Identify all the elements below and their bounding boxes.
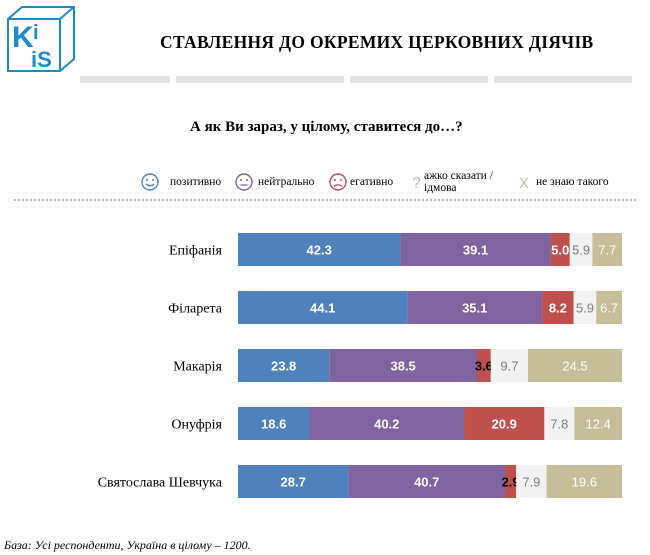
data-label: 5.9 [576,301,594,316]
data-label: 28.7 [281,475,306,490]
bar-segment [238,465,349,498]
neutral-face-icon [235,173,253,191]
legend-label: позитивно [170,176,222,188]
data-label: 2.9 [502,475,520,490]
svg-text:X: X [519,175,529,192]
bar-segment [516,465,547,498]
data-label: 8.2 [549,301,567,316]
bar-segment [407,291,543,324]
bar-segment [238,407,310,440]
bar-segment [546,465,622,498]
data-label: 18.6 [261,417,286,432]
legend-item-negative: егативно [328,168,393,196]
bar-segment [592,233,622,266]
data-label: 7.8 [550,417,568,432]
bar-segment [596,291,622,324]
bar-segment [574,407,622,440]
bar-segment [528,349,622,382]
bar-segment [505,465,517,498]
legend-item-positive: позитивно [140,168,221,196]
question-mark-icon: ? [412,175,421,192]
header-divider [176,76,344,83]
dotted-divider [14,199,636,201]
category-label: Макарія [173,360,222,375]
legend-label: не знаю такого [536,176,609,188]
data-label: 9.7 [500,359,518,374]
data-label: 7.7 [598,243,616,258]
data-label: 3.6 [475,359,493,374]
category-label: Святослава Шевчука [98,476,223,491]
bar-segment [476,349,491,382]
header-divider [80,76,170,83]
data-label: 12.4 [586,417,611,432]
footnote: База: Усі респонденти, Україна в цілому … [4,538,251,552]
data-label: 38.5 [390,359,415,374]
bar-segment [400,233,551,266]
bar-segment [238,233,401,266]
data-label: 35.1 [462,301,487,316]
category-label: Епіфанія [169,244,223,259]
data-label: 44.1 [310,301,335,316]
svg-text:iS: iS [31,47,52,72]
svg-text:?: ? [412,175,421,192]
data-label: 40.2 [374,417,399,432]
data-label: 5.0 [551,243,569,258]
kiis-logo: K i iS [7,6,75,72]
survey-question: А як Ви зараз, у цілому, ставитеся до…? [190,119,463,135]
bar-segment [348,465,506,498]
bar-segment [238,349,330,382]
page-title: СТАВЛЕННЯ ДО ОКРЕМИХ ЦЕРКОВНИХ ДІЯЧІВ [160,32,594,52]
data-label: 7.9 [522,475,540,490]
bar-segment [329,349,477,382]
header-divider [350,76,488,83]
legend: позитивно нейтрально егативно ? ажко ска… [140,168,640,198]
bar-segment [238,291,408,324]
svg-text:K: K [12,21,34,54]
bar-segment [573,291,597,324]
legend-item-dont-know: X не знаю такого [518,168,609,196]
bar-segment [309,407,465,440]
category-label: Онуфрія [171,418,222,433]
data-label: 6.7 [600,301,618,316]
bar-segment [464,407,545,440]
data-label: 24.5 [562,359,587,374]
category-label: Філарета [168,302,223,317]
bar-segment [569,233,593,266]
legend-label: нейтрально [258,176,315,188]
data-label: 42.3 [307,243,332,258]
data-label: 40.7 [414,475,439,490]
smile-face-icon [141,173,159,191]
bar-segment [490,349,529,382]
data-label: 19.6 [572,475,597,490]
x-mark-icon: X [519,175,529,192]
bar-segment [550,233,570,266]
data-label: 39.1 [463,243,488,258]
bar-segment [544,407,575,440]
header-divider [494,76,632,83]
legend-item-hard-to-say: ? ажко сказати / ідмова [410,168,510,196]
legend-item-neutral: нейтрально [234,168,314,196]
data-label: 20.9 [492,417,517,432]
sad-face-icon [329,173,347,191]
legend-label: егативно [350,176,394,188]
svg-text:i: i [33,22,39,44]
bar-segment [542,291,574,324]
data-label: 23.8 [271,359,296,374]
data-label: 5.9 [572,243,590,258]
legend-label: ажко сказати / ідмова [424,170,493,194]
